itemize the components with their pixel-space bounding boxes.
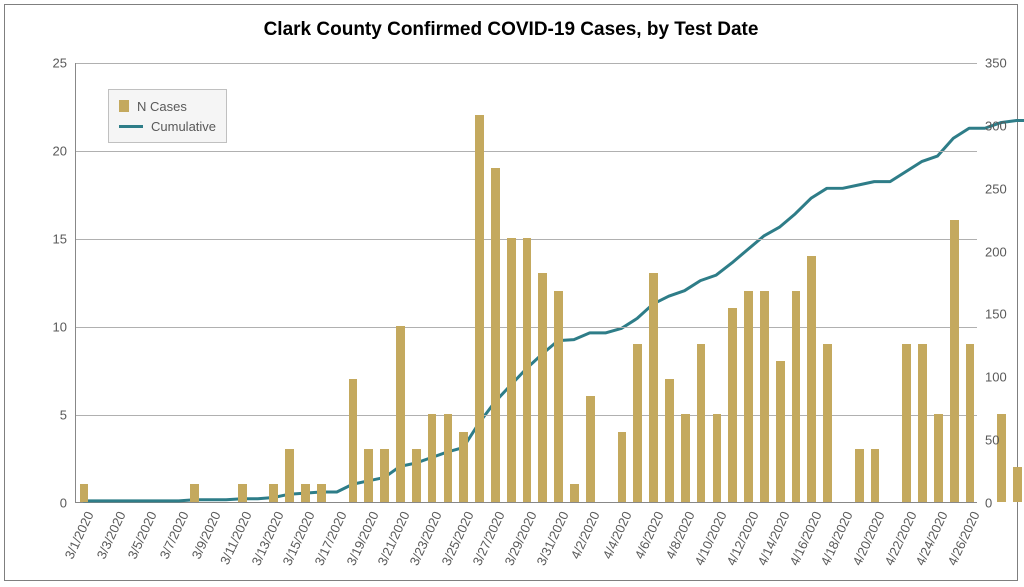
bar: [997, 414, 1006, 502]
bar: [269, 484, 278, 502]
legend-swatch-bar: [119, 100, 129, 112]
bar: [586, 396, 595, 502]
bar: [190, 484, 199, 502]
bar: [238, 484, 247, 502]
bar: [80, 484, 89, 502]
legend-row-bars: N Cases: [119, 96, 216, 116]
bar: [538, 273, 547, 502]
bar: [380, 449, 389, 502]
bar: [950, 220, 959, 502]
bar: [475, 115, 484, 502]
x-tick-label: 4/6/2020: [631, 509, 666, 561]
y-left-tick-label: 10: [35, 321, 67, 334]
bar: [776, 361, 785, 502]
y-left-tick-label: 5: [35, 409, 67, 422]
bar: [728, 308, 737, 502]
y-right-tick-label: 300: [985, 119, 1007, 132]
bar: [902, 344, 911, 502]
y-left-tick-label: 0: [35, 497, 67, 510]
bar: [428, 414, 437, 502]
y-left-tick-label: 15: [35, 233, 67, 246]
bar: [507, 238, 516, 502]
gridline: [76, 63, 977, 64]
y-right-tick-label: 150: [985, 308, 1007, 321]
bar: [697, 344, 706, 502]
bar: [554, 291, 563, 502]
bar: [396, 326, 405, 502]
bar: [459, 432, 468, 502]
x-tick-label: 4/2/2020: [568, 509, 603, 561]
bar: [301, 484, 310, 502]
x-tick-label: 4/4/2020: [600, 509, 635, 561]
x-tick-label: 3/1/2020: [62, 509, 97, 561]
x-tick-label: 3/9/2020: [188, 509, 223, 561]
bar: [1013, 467, 1022, 502]
gridline: [76, 151, 977, 152]
bar: [649, 273, 658, 502]
bar: [349, 379, 358, 502]
legend-swatch-line: [119, 125, 143, 128]
y-left-tick-label: 25: [35, 57, 67, 70]
bar: [444, 414, 453, 502]
bar: [966, 344, 975, 502]
legend-row-line: Cumulative: [119, 116, 216, 136]
x-tick-label: 3/31/2020: [533, 509, 571, 568]
bar: [823, 344, 832, 502]
y-right-tick-label: 100: [985, 371, 1007, 384]
bar: [934, 414, 943, 502]
bar: [760, 291, 769, 502]
y-right-tick-label: 350: [985, 57, 1007, 70]
bar: [681, 414, 690, 502]
bar: [491, 168, 500, 502]
x-tick-label: 4/8/2020: [663, 509, 698, 561]
bar: [807, 256, 816, 502]
chart-title: Clark County Confirmed COVID-19 Cases, b…: [5, 19, 1017, 41]
bar: [618, 432, 627, 502]
bar: [744, 291, 753, 502]
y-right-tick-label: 250: [985, 182, 1007, 195]
x-tick-label: 3/7/2020: [156, 509, 191, 561]
bar: [855, 449, 864, 502]
bar: [871, 449, 880, 502]
y-left-tick-label: 20: [35, 145, 67, 158]
bar: [633, 344, 642, 502]
bar: [412, 449, 421, 502]
bar: [570, 484, 579, 502]
bar: [364, 449, 373, 502]
y-right-tick-label: 0: [985, 497, 992, 510]
y-right-tick-label: 50: [985, 434, 999, 447]
bar: [792, 291, 801, 502]
legend: N Cases Cumulative: [108, 89, 227, 143]
bar: [317, 484, 326, 502]
x-tick-label: 3/5/2020: [125, 509, 160, 561]
x-tick-label: 3/3/2020: [93, 509, 128, 561]
bar: [285, 449, 294, 502]
bar: [918, 344, 927, 502]
legend-bar-label: N Cases: [137, 99, 187, 114]
bar: [713, 414, 722, 502]
x-tick-label: 4/26/2020: [945, 509, 983, 568]
chart-frame: Clark County Confirmed COVID-19 Cases, b…: [4, 4, 1018, 581]
bar: [665, 379, 674, 502]
legend-line-label: Cumulative: [151, 119, 216, 134]
bar: [523, 238, 532, 502]
y-right-tick-label: 200: [985, 245, 1007, 258]
